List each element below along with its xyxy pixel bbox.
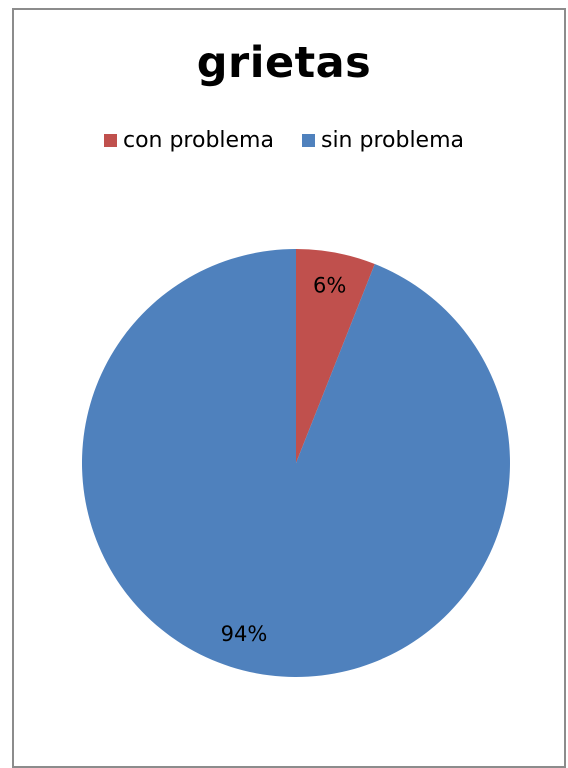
legend-item-con-problema: con problema (103, 128, 274, 153)
chart-legend: con problema sin problema (0, 128, 568, 153)
legend-label-sin-problema: sin problema (320, 128, 465, 153)
pie-slice-sin-problema (81, 249, 510, 677)
legend-label-con-problema: con problema (122, 128, 274, 153)
pie-label-con-problema: 6% (313, 273, 346, 297)
pie-labels: 6% 94% (221, 273, 347, 646)
legend-swatch-sin-problema (301, 134, 315, 147)
legend-swatch-con-problema (103, 134, 117, 147)
pie-slice-con-problema (296, 249, 375, 463)
legend-item-sin-problema: sin problema (301, 128, 465, 153)
pie-label-sin-problema: 94% (221, 622, 268, 646)
chart-title: grietas (196, 38, 372, 88)
pie-chart: 6% 94% (81, 249, 510, 677)
pie-slices (81, 249, 510, 677)
